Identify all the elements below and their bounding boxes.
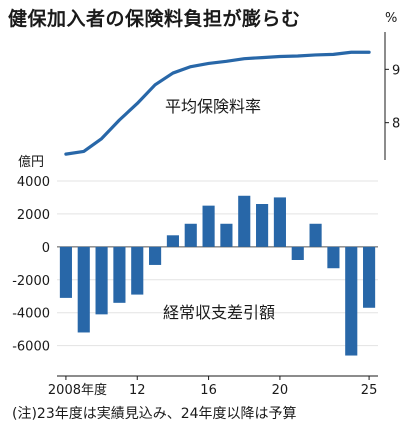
xtick-label: 20	[272, 383, 289, 398]
bar-unit-label: 億円	[18, 154, 44, 170]
footnote: (注)23年度は実績見込み、24年度以降は予算	[12, 406, 297, 422]
line-series-label: 平均保険料率	[165, 97, 261, 116]
bar-2015	[184, 223, 197, 247]
bar-2020	[273, 197, 286, 247]
bar-2009	[77, 246, 90, 333]
bar-2022	[309, 223, 322, 247]
bar-ytick-label: -4000	[12, 307, 50, 322]
bar-ytick-label: 0	[42, 241, 50, 256]
xtick-label: 25	[361, 383, 378, 398]
bar-2017	[220, 223, 233, 247]
line-panel: 8 9% 平均保険料率	[64, 11, 400, 160]
bar-2014	[166, 235, 179, 247]
bar-2012	[131, 246, 144, 295]
xtick-label: 2008年度	[48, 382, 107, 398]
line-ytick-label: 8	[392, 117, 400, 132]
bar-2016	[202, 205, 215, 247]
xtick-label: 16	[200, 383, 217, 398]
bar-2025	[363, 246, 376, 308]
xtick-label: 12	[129, 383, 146, 398]
bar-2011	[113, 246, 126, 303]
bar-2023	[327, 246, 340, 269]
bar-ytick-label: -6000	[12, 340, 50, 355]
line-ytick-label: 9	[392, 63, 400, 78]
bar-ytick-label: 4000	[17, 175, 50, 190]
bar-2008	[59, 246, 72, 298]
bar-2021	[291, 246, 304, 260]
bar-2018	[238, 195, 251, 247]
bar-series-label: 経常収支差引額	[163, 303, 275, 322]
bar-2019	[256, 204, 269, 247]
bar-2013	[149, 246, 162, 265]
bar-2024	[345, 246, 358, 356]
bar-ytick-label: 2000	[17, 208, 50, 223]
chart-title: 健保加入者の保険料負担が膨らむ	[8, 8, 301, 30]
bar-2010	[95, 246, 108, 315]
line-series-average-premium-rate	[64, 50, 371, 156]
bar-ytick-label: -2000	[12, 274, 50, 289]
line-unit-label: %	[385, 11, 397, 26]
